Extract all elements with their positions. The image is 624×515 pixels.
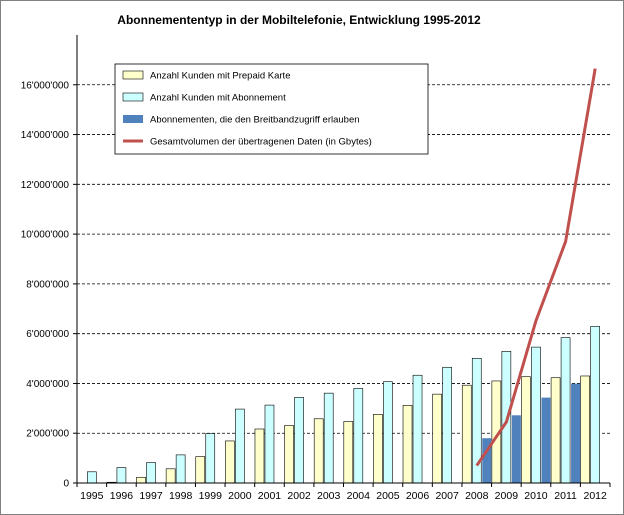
legend-label: Anzahl Kunden mit Abonnement (150, 93, 286, 104)
bar-abonnement (560, 337, 571, 484)
bar-abonnement (412, 374, 423, 484)
bar-abonnement (87, 471, 97, 484)
bar-abonnement (531, 346, 541, 484)
x-tick-label: 2001 (258, 490, 282, 502)
legend-label: Abonnementen, die den Breitbandzugriff e… (150, 115, 360, 126)
bar-breitband (482, 438, 492, 483)
chart-title: Abonnemententyp in der Mobiltelefonie, E… (117, 13, 481, 27)
y-tick-label: 8'000'000 (26, 279, 69, 290)
bar-abonnement (205, 433, 216, 484)
bar-prepaid (313, 418, 324, 484)
bar-prepaid (225, 440, 235, 484)
bar-abonnement (442, 366, 452, 484)
line-datenvolumen (475, 68, 597, 467)
bar-layer (87, 326, 600, 484)
y-tick-label: 14'000'000 (21, 130, 70, 141)
x-tick-label: 1997 (139, 490, 163, 502)
bar-abonnement (146, 462, 156, 484)
bar-prepaid (195, 456, 206, 484)
x-tick-label: 1996 (110, 490, 134, 502)
bar-prepaid (461, 384, 472, 484)
y-tick-label: 2'000'000 (26, 429, 69, 440)
bar-abonnement (383, 381, 393, 484)
x-tick-label: 2004 (347, 490, 371, 502)
bar-abonnement (323, 392, 334, 484)
x-tick-label: 2003 (317, 490, 341, 502)
x-tick-label: 2002 (287, 490, 311, 502)
x-tick-label: 2006 (406, 490, 430, 502)
x-tick-label: 2005 (376, 490, 400, 502)
bar-abonnement (175, 454, 186, 484)
line-layer (475, 68, 597, 467)
x-tick-label: 2008 (465, 490, 489, 502)
bar-breitband (511, 415, 521, 483)
x-tick-label: 1998 (169, 490, 193, 502)
bar-prepaid (432, 393, 442, 484)
legend-box (114, 63, 429, 155)
x-tick-label: 2007 (435, 490, 459, 502)
bar-abonnement (235, 408, 245, 484)
x-tick-label: 2012 (584, 490, 608, 502)
x-tick-label: 2009 (495, 490, 519, 502)
bar-abonnement (353, 388, 364, 484)
legend: Anzahl Kunden mit Prepaid Karte Anzahl Ku… (114, 63, 429, 155)
y-tick-label: 16'000'000 (21, 80, 70, 91)
axes: 0 2'000'000 4'000'000 6'000'000 8'000'000 10'… (21, 35, 611, 502)
bar-prepaid (284, 425, 294, 484)
bar-breitband (571, 383, 581, 483)
bar-prepaid (521, 376, 531, 484)
bar-breitband (541, 397, 551, 483)
x-tick-label: 1995 (80, 490, 104, 502)
x-tick-label: 2010 (524, 490, 548, 502)
bar-prepaid (550, 377, 561, 484)
legend-swatch (122, 92, 144, 102)
legend-label: Gesamtvolumen der übertragenen Daten (in… (150, 137, 372, 148)
x-tick-label: 2011 (554, 490, 577, 502)
y-tick-label: 4'000'000 (26, 379, 69, 390)
legend-swatch (122, 70, 144, 80)
bar-prepaid (165, 468, 176, 484)
bar-prepaid (343, 421, 354, 484)
y-tick-label: 10'000'000 (21, 230, 70, 241)
bar-abonnement (590, 326, 600, 484)
bar-prepaid (402, 405, 413, 484)
bar-prepaid (136, 476, 146, 484)
bar-abonnement (116, 467, 127, 484)
legend-label: Anzahl Kunden mit Prepaid Karte (150, 71, 290, 82)
legend-swatch (123, 115, 143, 123)
y-tick-label: 0 (63, 479, 69, 490)
y-tick-label: 12'000'000 (21, 180, 70, 191)
bar-prepaid (254, 428, 265, 484)
x-tick-label: 2000 (228, 490, 252, 502)
y-tick-label: 6'000'000 (26, 329, 69, 340)
x-tick-label: 1999 (199, 490, 223, 502)
bar-abonnement (264, 404, 275, 484)
bar-prepaid (580, 375, 590, 484)
bar-abonnement (294, 397, 304, 484)
bar-prepaid (373, 414, 383, 484)
